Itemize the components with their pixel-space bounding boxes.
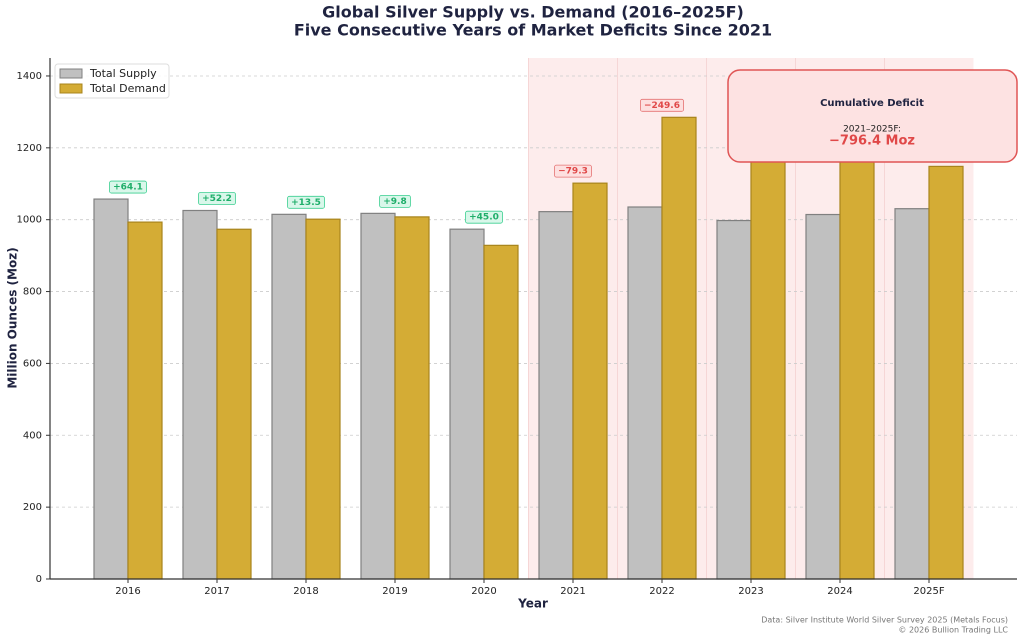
bar [394, 216, 430, 580]
legend-box [54, 63, 170, 99]
chart-subtitle: Five Consecutive Years of Market Deficit… [294, 21, 772, 40]
source-note: Data: Silver Institute World Silver Surv… [761, 616, 1008, 625]
y-tick-label: 600 [23, 358, 42, 369]
difference-label: +45.0 [469, 213, 499, 223]
y-tick-label: 1400 [17, 71, 42, 82]
difference-box [379, 194, 411, 208]
bar [182, 209, 218, 580]
difference-box [640, 98, 685, 112]
bar [627, 206, 663, 580]
bar [93, 198, 129, 580]
x-tick-label: 2024 [827, 586, 852, 597]
difference-box [287, 195, 325, 209]
x-tick-label: 2020 [471, 586, 496, 597]
bar [449, 228, 485, 580]
legend-swatch [59, 68, 83, 79]
bar [894, 208, 930, 580]
difference-label: +9.8 [383, 197, 406, 207]
x-tick-label: 2017 [204, 586, 229, 597]
y-tick-label: 400 [23, 430, 42, 441]
bar [716, 219, 752, 580]
annotation-period: 2021–2025F: [843, 125, 901, 135]
x-tick-label: 2018 [293, 586, 318, 597]
difference-box [465, 210, 503, 224]
bar [216, 228, 252, 580]
legend-label: Total Demand [89, 82, 166, 95]
bar [127, 221, 163, 580]
bar [805, 213, 841, 580]
y-tick-label: 200 [23, 502, 42, 513]
bar [839, 160, 875, 580]
y-tick-label: 1000 [17, 215, 42, 226]
y-tick-label: 800 [23, 287, 42, 298]
bar [661, 116, 697, 580]
bar [483, 244, 519, 580]
difference-label: +64.1 [113, 183, 143, 193]
bar [928, 165, 964, 580]
x-tick-label: 2023 [738, 586, 763, 597]
difference-box [554, 164, 592, 178]
difference-label: +13.5 [291, 198, 321, 208]
difference-box [198, 192, 236, 205]
y-tick-label: 1200 [17, 143, 42, 154]
x-tick-label: 2025F [913, 586, 944, 597]
x-tick-label: 2019 [382, 586, 407, 597]
annotation-total: −796.4 Moz [829, 134, 915, 149]
copyright-note: © 2026 Bullion Trading LLC [898, 626, 1008, 635]
difference-label: −249.6 [644, 101, 680, 111]
difference-box [109, 180, 147, 194]
y-axis-title: Million Ounces (Moz) [6, 247, 20, 388]
chart-title: Global Silver Supply vs. Demand (2016–20… [322, 3, 744, 22]
bar [305, 218, 341, 580]
x-tick-label: 2016 [115, 586, 140, 597]
x-tick-label: 2022 [649, 586, 674, 597]
difference-label: −79.3 [558, 167, 588, 177]
bar [538, 211, 574, 580]
legend-swatch [59, 83, 83, 94]
bar [750, 147, 786, 580]
bar [572, 182, 608, 580]
x-tick-label: 2021 [560, 586, 585, 597]
difference-label: +52.2 [202, 194, 232, 204]
bar [360, 212, 396, 580]
legend-label: Total Supply [89, 67, 157, 80]
annotation-box [727, 69, 1018, 163]
x-axis-title: Year [517, 597, 548, 611]
y-tick-label: 0 [36, 574, 42, 585]
annotation-title: Cumulative Deficit [820, 98, 924, 109]
bar [271, 213, 307, 580]
